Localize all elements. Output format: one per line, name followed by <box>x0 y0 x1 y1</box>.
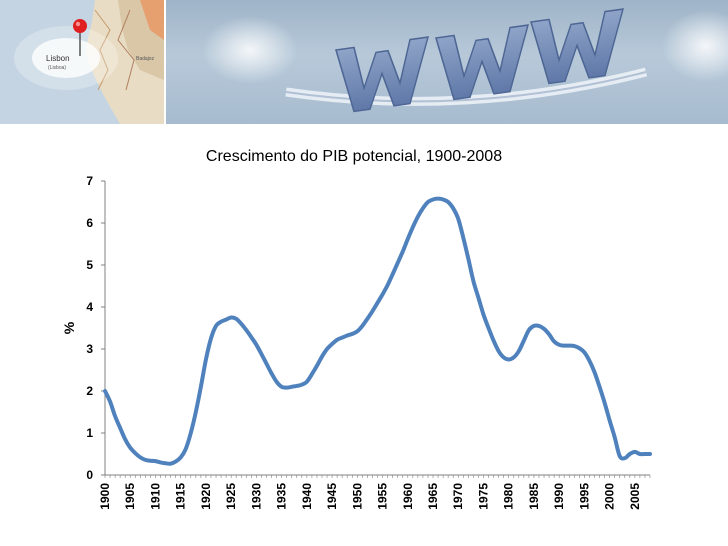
www-graphic <box>166 0 728 124</box>
x-tick-label: 1995 <box>577 483 591 510</box>
x-tick-label: 1900 <box>98 483 112 510</box>
x-tick-label: 1990 <box>552 483 566 510</box>
x-tick-label: 1965 <box>426 483 440 510</box>
x-tick-label: 1905 <box>123 483 137 510</box>
x-tick-label: 1940 <box>300 483 314 510</box>
x-tick-label: 1915 <box>174 483 188 510</box>
x-tick-label: 1975 <box>476 483 490 510</box>
y-tick-label: 2 <box>86 384 93 398</box>
map-pin-icon <box>73 19 87 33</box>
x-tick-label: 1985 <box>527 483 541 510</box>
map-label-local: (Lisboa) <box>48 65 66 71</box>
y-tick-label: 7 <box>86 174 93 188</box>
axes: 0 1 2 3 4 5 6 7 1900 1905 1910 1915 1920 1925 1930 1935… <box>86 174 651 510</box>
x-tick-label: 1910 <box>148 483 162 510</box>
y-tick-label: 6 <box>86 216 93 230</box>
y-tick-label: 3 <box>86 342 93 356</box>
x-tick-label: 1935 <box>275 483 289 510</box>
map-graphic: Lisbon (Lisboa) Badajoz <box>0 0 164 124</box>
x-tick-label: 1970 <box>451 483 465 510</box>
line-chart: Crescimento do PIB potencial, 1900-2008 … <box>61 148 652 510</box>
x-tick-label: 1930 <box>249 483 263 510</box>
series-group <box>103 196 652 466</box>
chart-area: Crescimento do PIB potencial, 1900-2008 … <box>0 124 728 546</box>
map-label-city: Lisbon <box>46 54 70 63</box>
chart-title: Crescimento do PIB potencial, 1900-2008 <box>206 148 502 165</box>
y-axis-label: % <box>61 321 77 334</box>
x-tick-label: 1960 <box>401 483 415 510</box>
x-tick-label: 1950 <box>350 483 364 510</box>
y-tick-label: 1 <box>86 426 93 440</box>
y-tick-label: 0 <box>86 468 93 482</box>
y-tick-label: 5 <box>86 258 93 272</box>
y-tick-label: 4 <box>86 300 93 314</box>
x-tick-label: 2000 <box>603 483 617 510</box>
x-tick-label: 2005 <box>628 483 642 510</box>
x-tick-label: 1955 <box>376 483 390 510</box>
map-image: Lisbon (Lisboa) Badajoz <box>0 0 164 124</box>
www-logo-icon <box>202 8 728 113</box>
x-tick-label: 1980 <box>502 483 516 510</box>
series-line <box>103 196 652 466</box>
header-banner: Lisbon (Lisboa) Badajoz <box>0 0 728 124</box>
x-tick-label: 1945 <box>325 483 339 510</box>
x-tick-label: 1925 <box>224 483 238 510</box>
map-label-other: Badajoz <box>136 56 155 62</box>
x-tick-label: 1920 <box>199 483 213 510</box>
